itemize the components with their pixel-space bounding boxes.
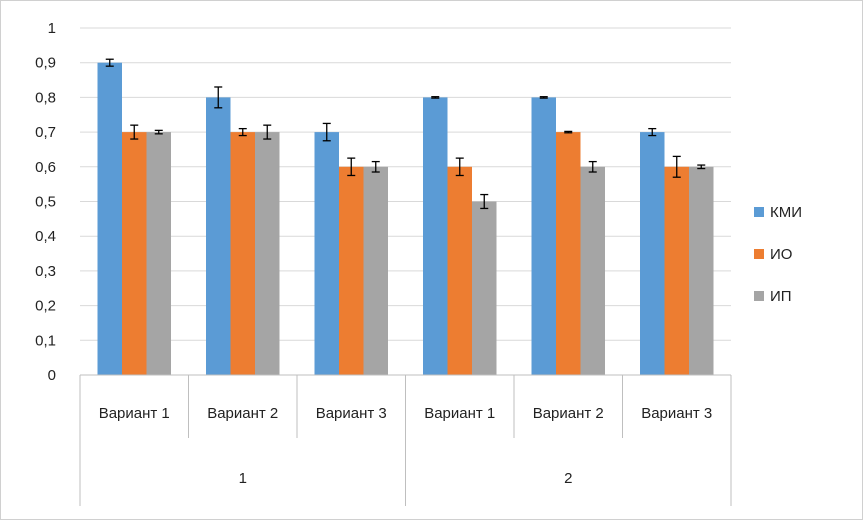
- y-tick-label: 0,2: [35, 298, 56, 315]
- error-bar: [371, 160, 380, 173]
- legend-swatch: [754, 249, 764, 259]
- error-bar: [455, 157, 464, 177]
- bar: [423, 97, 448, 376]
- legend-item: ИП: [754, 288, 792, 305]
- x-axis: Вариант 1 Вариант 2 Вариант 3 Вариант 1 Вари…: [79, 374, 732, 506]
- group-label: 1: [239, 470, 247, 487]
- category-label: Вариант 3: [641, 405, 712, 422]
- error-bar: [672, 155, 681, 178]
- legend-label: КМИ: [770, 204, 802, 221]
- category-label: Вариант 3: [316, 405, 387, 422]
- error-bar: [431, 96, 440, 99]
- bar: [664, 166, 689, 375]
- legend-swatch: [754, 291, 764, 301]
- category-label: Вариант 2: [533, 405, 604, 422]
- bar: [580, 166, 605, 375]
- y-tick-label: 0,4: [35, 228, 56, 245]
- bar: [472, 201, 497, 375]
- y-tick-label: 0,8: [35, 89, 56, 106]
- bar: [255, 132, 280, 375]
- error-bar: [648, 127, 657, 137]
- bar: [556, 132, 581, 375]
- error-bar: [130, 124, 139, 140]
- error-bar: [214, 86, 223, 109]
- bar: [531, 97, 556, 376]
- error-bar: [539, 96, 548, 99]
- y-tick-label: 1: [48, 20, 56, 37]
- y-tick-label: 0,5: [35, 194, 56, 211]
- bar: [230, 132, 255, 375]
- category-label: Вариант 1: [424, 405, 495, 422]
- bar: [122, 132, 147, 375]
- legend: КМИ ИО ИП: [754, 204, 802, 305]
- category-label: Вариант 2: [207, 405, 278, 422]
- category-label: Вариант 1: [99, 405, 170, 422]
- y-axis-ticks: 0 0,1 0,2 0,3 0,4 0,5 0,6 0,7 0,8 0,9 1: [35, 20, 56, 384]
- bar: [314, 132, 339, 375]
- error-bar: [588, 160, 597, 173]
- bar: [146, 132, 171, 375]
- error-bar: [322, 122, 331, 142]
- legend-label: ИП: [770, 288, 792, 305]
- bar: [339, 166, 364, 375]
- error-bar: [564, 130, 573, 134]
- legend-swatch: [754, 207, 764, 217]
- legend-item: ИО: [754, 246, 792, 263]
- y-tick-label: 0,7: [35, 124, 56, 141]
- legend-label: ИО: [770, 246, 792, 263]
- bar: [206, 97, 231, 376]
- error-bar: [347, 157, 356, 177]
- group-label: 2: [564, 470, 572, 487]
- error-bar: [105, 58, 114, 67]
- bar: [363, 166, 388, 375]
- error-bar: [480, 193, 489, 210]
- gridlines: [80, 27, 731, 376]
- error-bar: [154, 129, 163, 135]
- error-bar: [697, 164, 706, 170]
- bar: [447, 166, 472, 375]
- y-tick-label: 0,9: [35, 55, 56, 72]
- bar: [97, 62, 122, 375]
- y-tick-label: 0,3: [35, 263, 56, 280]
- bar: [640, 132, 665, 375]
- y-tick-label: 0: [48, 367, 56, 384]
- error-bar: [263, 124, 272, 140]
- y-tick-label: 0,6: [35, 159, 56, 176]
- bars: [97, 58, 714, 376]
- legend-item: КМИ: [754, 204, 802, 221]
- y-tick-label: 0,1: [35, 332, 56, 349]
- bar: [689, 166, 714, 375]
- error-bar: [238, 127, 247, 137]
